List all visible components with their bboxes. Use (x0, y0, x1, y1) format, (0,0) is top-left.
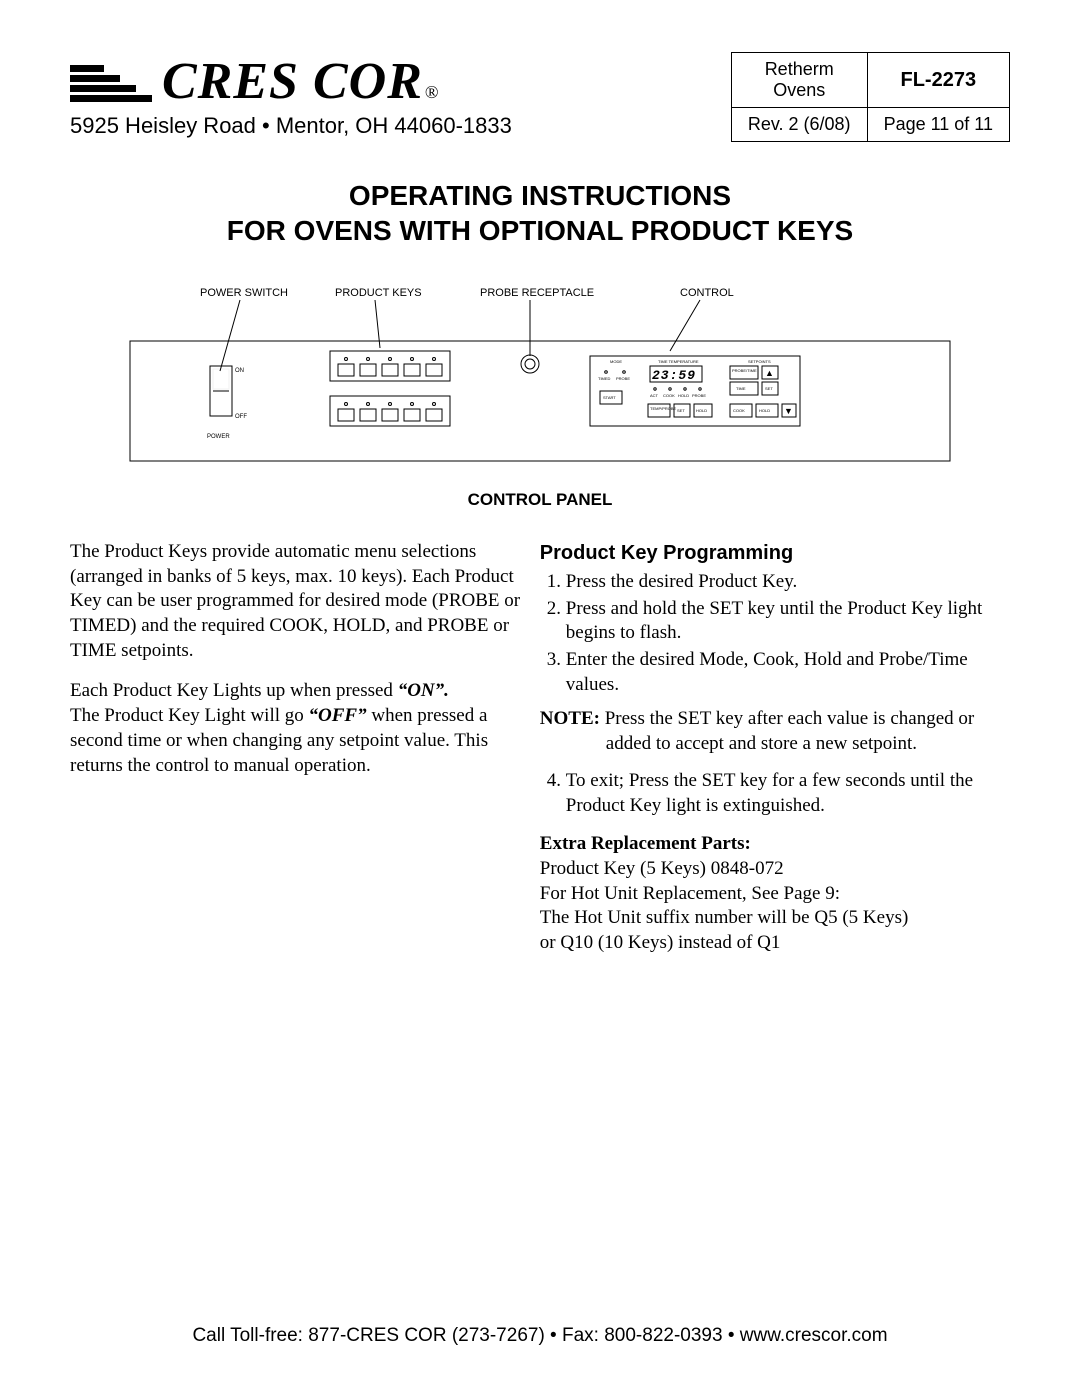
svg-text:POWER: POWER (207, 434, 230, 440)
programming-steps-2: To exit; Press the SET key for a few sec… (540, 769, 1010, 818)
intro-p2: Each Product Key Lights up when pressed … (70, 679, 522, 778)
logo-lines-icon (70, 65, 152, 105)
svg-text:TIMED: TIMED (598, 376, 611, 381)
logo: CRES COR ® (70, 52, 512, 111)
product-keys-bottom (338, 403, 442, 422)
doc-info-box: Retherm Ovens FL-2273 Rev. 2 (6/08) Page… (731, 52, 1010, 142)
svg-text:COOK: COOK (663, 393, 675, 398)
label-control: CONTROL (680, 287, 734, 299)
step-3: Enter the desired Mode, Cook, Hold and P… (566, 648, 1010, 697)
right-column: Product Key Programming Press the desire… (540, 540, 1010, 956)
body-columns: The Product Keys provide automatic menu … (70, 540, 1010, 956)
extra-1: Product Key (5 Keys) 0848-072 (540, 857, 1010, 882)
step-4: To exit; Press the SET key for a few sec… (566, 769, 1010, 818)
intro-p1: The Product Keys provide automatic menu … (70, 540, 522, 663)
label-product-keys: PRODUCT KEYS (335, 287, 422, 299)
label-probe-receptacle: PROBE RECEPTACLE (480, 287, 594, 299)
doc-number: FL-2273 (867, 53, 1009, 108)
logo-text: CRES COR ® (162, 52, 440, 111)
svg-text:TIME TEMPERATURE: TIME TEMPERATURE (658, 359, 699, 364)
programming-steps: Press the desired Product Key. Press and… (540, 570, 1010, 697)
svg-text:ON: ON (235, 368, 244, 374)
control-panel-diagram: .lbl { font: 11px Arial, sans-serif; } .… (100, 276, 980, 476)
svg-text:HOLD: HOLD (696, 408, 707, 413)
product-keys-top (338, 358, 442, 377)
extra-parts-heading: Extra Replacement Parts: (540, 832, 1010, 857)
svg-text:▼: ▼ (784, 406, 793, 416)
svg-text:TEMP/PROBE: TEMP/PROBE (650, 406, 677, 411)
company-name: CRES COR (162, 52, 423, 111)
svg-text:PROBE: PROBE (616, 376, 630, 381)
svg-text:COOK: COOK (733, 408, 745, 413)
extra-3: The Hot Unit suffix number will be Q5 (5… (540, 906, 1010, 931)
extra-4: or Q10 (10 Keys) instead of Q1 (540, 931, 1010, 956)
svg-text:▲: ▲ (765, 368, 774, 378)
svg-text:23:59: 23:59 (652, 368, 696, 383)
svg-text:HOLD: HOLD (759, 408, 770, 413)
doc-page: Page 11 of 11 (867, 108, 1009, 142)
doc-revision: Rev. 2 (6/08) (731, 108, 867, 142)
title-line-1: OPERATING INSTRUCTIONS (70, 178, 1010, 213)
step-1: Press the desired Product Key. (566, 570, 1010, 595)
note: NOTE: Press the SET key after each value… (540, 707, 1010, 756)
svg-text:OFF: OFF (235, 414, 247, 420)
left-column: The Product Keys provide automatic menu … (70, 540, 540, 956)
svg-text:ACT: ACT (650, 393, 659, 398)
doc-category: Retherm Ovens (731, 53, 867, 108)
extra-2: For Hot Unit Replacement, See Page 9: (540, 882, 1010, 907)
label-power-switch: POWER SWITCH (200, 287, 288, 299)
programming-heading: Product Key Programming (540, 540, 1010, 566)
svg-text:HOLD: HOLD (678, 393, 689, 398)
step-2: Press and hold the SET key until the Pro… (566, 597, 1010, 646)
svg-text:PROBE: PROBE (692, 393, 706, 398)
svg-text:SET: SET (677, 408, 685, 413)
diagram-caption: CONTROL PANEL (70, 490, 1010, 510)
company-address: 5925 Heisley Road • Mentor, OH 44060-183… (70, 113, 512, 139)
footer: Call Toll-free: 877-CRES COR (273-7267) … (0, 1325, 1080, 1347)
svg-text:MODE: MODE (610, 359, 622, 364)
svg-text:SETPOINTS: SETPOINTS (748, 359, 771, 364)
title-line-2: FOR OVENS WITH OPTIONAL PRODUCT KEYS (70, 213, 1010, 248)
registered-icon: ® (425, 82, 440, 103)
logo-block: CRES COR ® 5925 Heisley Road • Mentor, O… (70, 52, 512, 139)
svg-text:SET: SET (765, 386, 773, 391)
svg-text:TIME: TIME (736, 386, 746, 391)
svg-text:START: START (603, 395, 616, 400)
page: CRES COR ® 5925 Heisley Road • Mentor, O… (0, 0, 1080, 1397)
page-title: OPERATING INSTRUCTIONS FOR OVENS WITH OP… (70, 178, 1010, 248)
header: CRES COR ® 5925 Heisley Road • Mentor, O… (70, 52, 1010, 142)
svg-text:PROBE/TIME: PROBE/TIME (732, 368, 757, 373)
